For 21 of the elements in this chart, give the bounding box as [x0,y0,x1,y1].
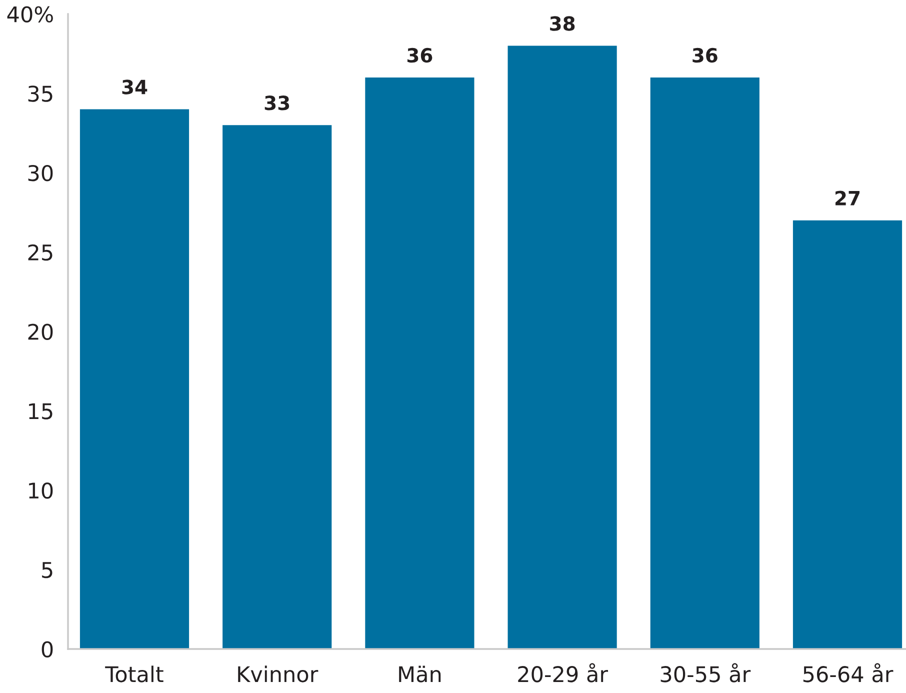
y-tick-label: 0 [42,641,53,658]
y-tick-label: 40% [7,6,53,22]
x-tick-label: 56-64 år [803,663,894,682]
y-tick-label: 10 [29,482,53,499]
data-label: 34 [122,80,148,94]
y-tick-label: 35 [28,86,52,102]
x-tick-label: Kvinnor [238,666,318,682]
y-tick-label: 5 [42,562,52,578]
data-label: 27 [836,190,860,206]
y-tick-label: 20 [28,324,53,340]
x-tick-label: 20-29 år [518,663,608,682]
x-tick-label: Män [399,666,441,682]
data-label: 38 [550,16,575,31]
data-label: 33 [264,96,290,110]
y-tick-label: 30 [28,164,53,182]
y-tick-label: 25 [28,244,52,261]
data-label: 36 [692,48,718,63]
x-tick-label: Totalt [105,666,164,682]
y-tick-label: 15 [29,403,52,420]
data-label: 36 [407,48,432,63]
x-tick-label: 30-55 år [660,663,751,682]
